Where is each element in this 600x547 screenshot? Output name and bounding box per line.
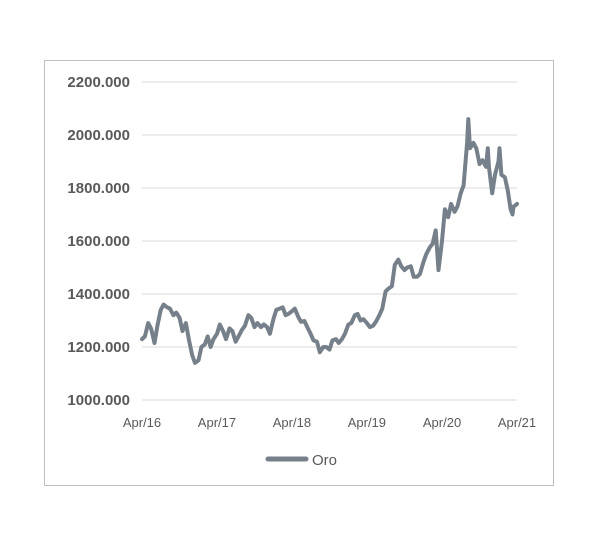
y-tick-label: 1200.000 bbox=[67, 339, 130, 356]
y-axis-ticks: 2200.000 2000.000 1800.000 1600.000 1400.000… bbox=[67, 74, 130, 409]
chart-frame bbox=[44, 60, 554, 486]
y-tick-label: 1400.000 bbox=[67, 286, 130, 303]
series-layer bbox=[140, 117, 519, 365]
series-line-oro bbox=[140, 117, 519, 365]
x-tick-label: Apr/18 bbox=[273, 415, 311, 430]
x-tick-label: Apr/21 bbox=[498, 415, 536, 430]
x-tick-label: Apr/20 bbox=[423, 415, 461, 430]
y-tick-label: 1000.000 bbox=[67, 392, 130, 409]
legend-label-oro: Oro bbox=[312, 452, 337, 469]
legend: Oro bbox=[265, 452, 337, 469]
x-tick-label: Apr/17 bbox=[198, 415, 236, 430]
x-tick-label: Apr/19 bbox=[348, 415, 386, 430]
y-tick-label: 1600.000 bbox=[67, 233, 130, 250]
y-tick-label: 2200.000 bbox=[67, 74, 130, 91]
x-tick-label: Apr/16 bbox=[123, 415, 161, 430]
y-tick-label: 2000.000 bbox=[67, 127, 130, 144]
y-tick-label: 1800.000 bbox=[67, 180, 130, 197]
x-axis-ticks: Apr/16 Apr/17 Apr/18 Apr/19 Apr/20 Apr/21 bbox=[123, 415, 536, 430]
